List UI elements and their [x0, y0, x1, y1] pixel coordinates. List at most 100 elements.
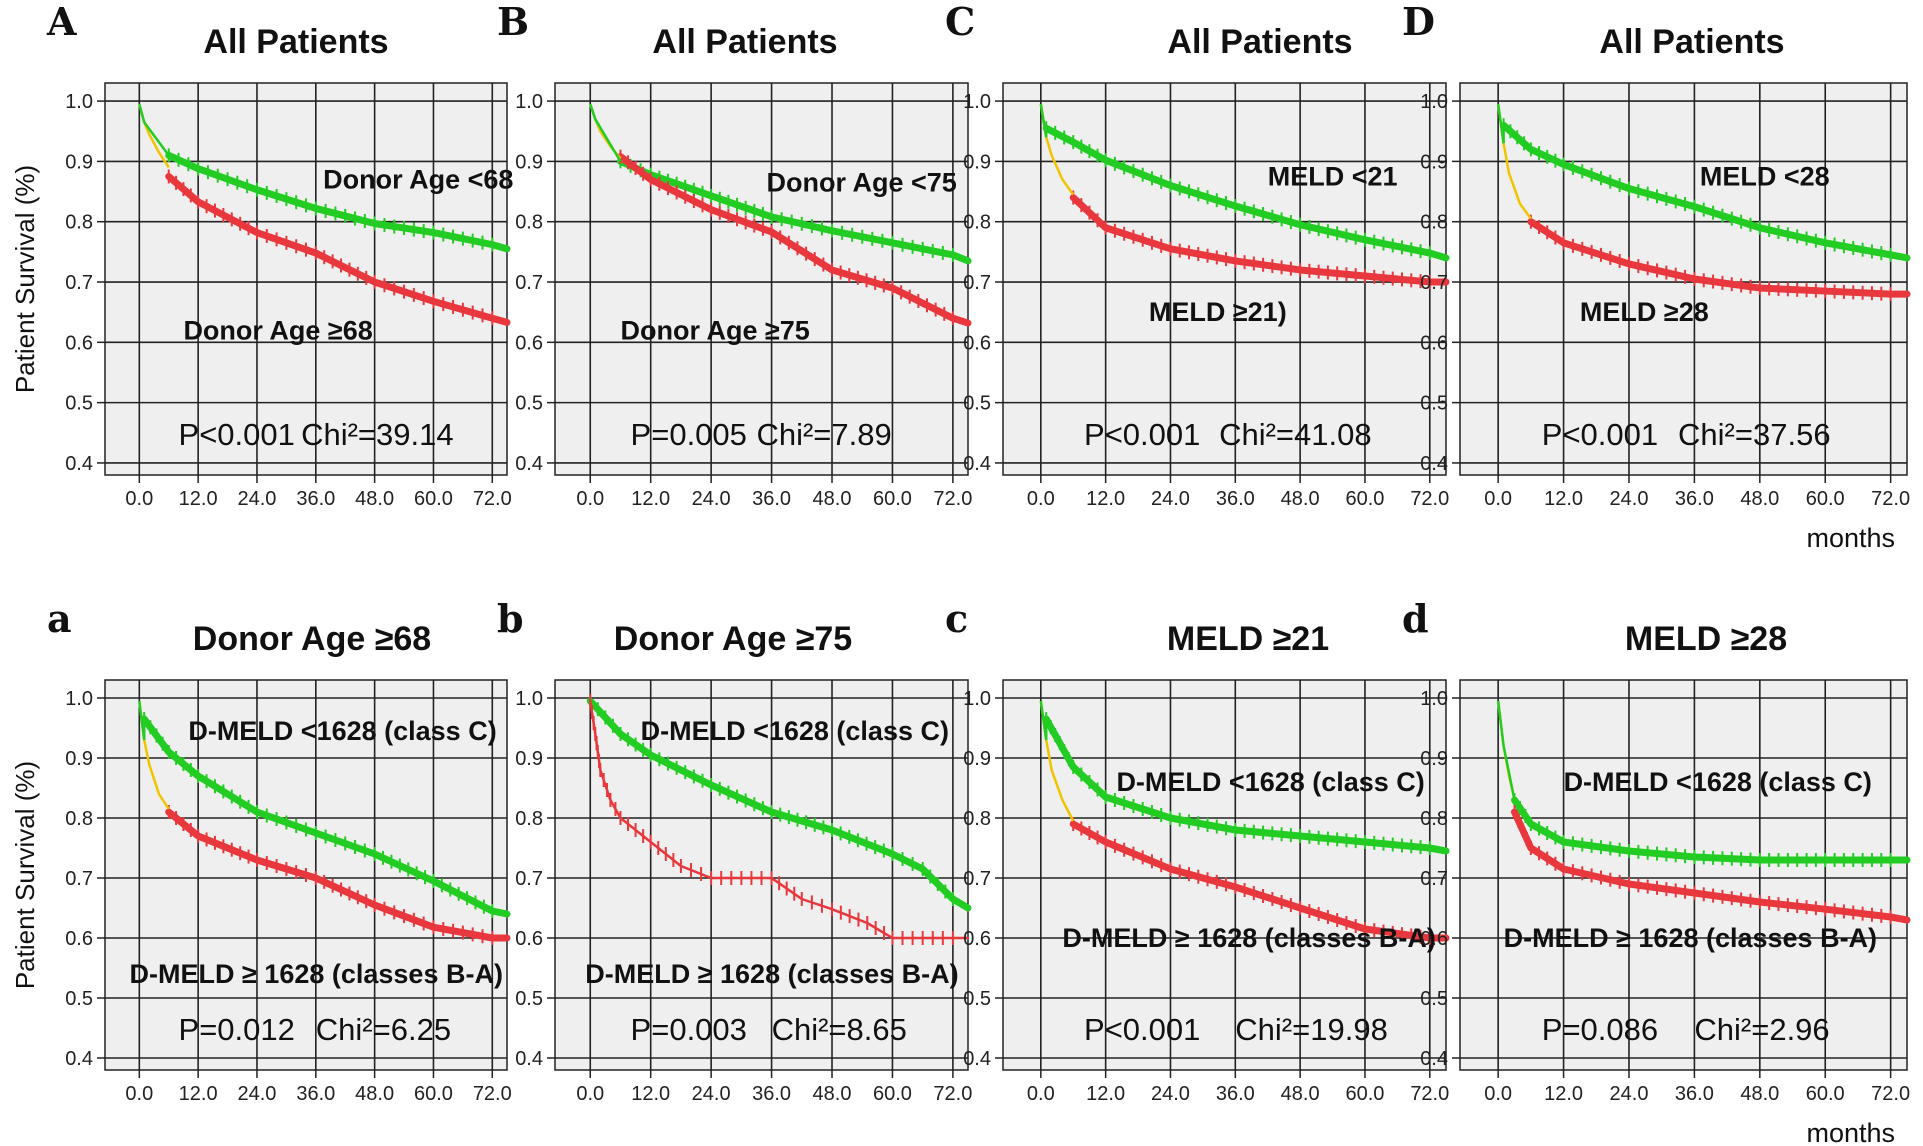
chi-square-text: Chi²=41.08	[1219, 417, 1372, 452]
x-tick-label: 24.0	[238, 488, 277, 510]
series-label: D-MELD <1628 (class C)	[1116, 767, 1424, 797]
series-line-early-green	[138, 700, 146, 741]
y-tick-label: 0.6	[963, 332, 991, 354]
y-tick-label: 0.5	[515, 393, 543, 415]
y-tick-label: 0.9	[963, 748, 991, 770]
y-tick-label: 0.7	[963, 272, 991, 294]
y-tick-label: 1.0	[963, 91, 991, 113]
x-tick-label: 36.0	[1675, 488, 1714, 510]
chi-square-text: Chi²=39.14	[301, 417, 454, 452]
y-tick-label: 0.9	[65, 151, 93, 173]
chart-title: All Patients	[1599, 23, 1784, 61]
y-tick-label: 0.8	[963, 808, 991, 830]
chart-panel-a: a Donor Age ≥68 0.0 12.0 24.0 36.0 48.0 60.0 72.…	[10, 596, 512, 1105]
x-tick-label: 36.0	[1675, 1083, 1714, 1105]
series-line-early-green	[1496, 700, 1516, 801]
y-tick-label: 0.5	[963, 988, 991, 1010]
x-tick-label: 24.0	[1610, 488, 1649, 510]
chart-title: All Patients	[1167, 23, 1352, 61]
series-label: D-MELD <1628 (class C)	[188, 716, 496, 746]
y-axis-label: Patient Survival (%)	[10, 761, 40, 989]
y-tick-label: 0.4	[65, 453, 93, 475]
x-tick-label: 36.0	[1216, 488, 1255, 510]
y-tick-label: 1.0	[1420, 91, 1448, 113]
chart-title: All Patients	[652, 23, 837, 61]
chart-title: All Patients	[203, 23, 388, 61]
series-line-early-green	[1039, 700, 1048, 741]
x-axis-unit-label: months	[1806, 1118, 1895, 1146]
x-tick-label: 0.0	[1027, 1083, 1055, 1105]
chi-square-text: Chi²=2.96	[1694, 1012, 1829, 1047]
panel-letter: b	[497, 596, 524, 641]
y-tick-label: 0.9	[963, 151, 991, 173]
series-label: D-MELD <1628 (class C)	[1564, 767, 1872, 797]
x-axis-unit-label: months	[1806, 523, 1895, 553]
plot-area	[104, 82, 508, 476]
x-tick-label: 12.0	[631, 1083, 670, 1105]
x-tick-label: 36.0	[1216, 1083, 1255, 1105]
y-tick-label: 0.7	[1420, 868, 1448, 890]
p-value-text: P=0.086	[1542, 1012, 1658, 1047]
chart-panel-C: C All Patients 0.0 12.0 24.0 36.0 48.0 60.0 72.0…	[945, 0, 1450, 510]
x-tick-label: 72.0	[473, 1083, 512, 1105]
y-tick-label: 0.9	[515, 151, 543, 173]
series-line-early-green	[138, 103, 170, 157]
plot-area	[1459, 679, 1908, 1071]
x-tick-label: 60.0	[414, 488, 453, 510]
y-tick-label: 0.9	[1420, 748, 1448, 770]
series-label: MELD ≥21)	[1149, 297, 1287, 327]
series-line-red	[616, 153, 972, 327]
panel-letter: C	[945, 0, 975, 44]
x-tick-label: 0.0	[576, 1083, 604, 1105]
series-label: D-MELD ≥ 1628 (classes B-A)	[130, 959, 503, 989]
x-tick-label: 0.0	[125, 1083, 153, 1105]
x-tick-label: 24.0	[238, 1083, 277, 1105]
p-value-text: P=0.012	[179, 1012, 295, 1047]
x-tick-label: 24.0	[1610, 1083, 1649, 1105]
y-tick-label: 0.5	[1420, 393, 1448, 415]
x-tick-label: 60.0	[873, 488, 912, 510]
x-tick-label: 48.0	[355, 488, 394, 510]
x-tick-label: 60.0	[1806, 488, 1845, 510]
y-tick-label: 0.5	[65, 393, 93, 415]
x-tick-label: 12.0	[179, 1083, 218, 1105]
x-tick-label: 48.0	[355, 1083, 394, 1105]
series-label: Donor Age <75	[767, 168, 957, 198]
y-tick-label: 0.6	[65, 332, 93, 354]
x-tick-label: 60.0	[873, 1083, 912, 1105]
y-tick-label: 0.8	[65, 808, 93, 830]
plot-area	[1002, 679, 1447, 1071]
p-value-text: P=0.005	[631, 417, 747, 452]
y-tick-label: 0.7	[963, 868, 991, 890]
chart-panel-B: B All Patients 0.0 12.0 24.0 36.0 48.0 60.0 72.0…	[497, 0, 972, 510]
x-tick-label: 48.0	[1281, 488, 1320, 510]
x-tick-label: 72.0	[1871, 1083, 1910, 1105]
x-tick-label: 72.0	[473, 488, 512, 510]
p-value-text: P<0.001	[179, 417, 295, 452]
chart-panel-b: b Donor Age ≥75 0.0 12.0 24.0 36.0 48.0 60.0 72.…	[497, 596, 972, 1105]
y-tick-label: 0.6	[65, 928, 93, 950]
y-tick-label: 1.0	[65, 688, 93, 710]
series-line-early-green	[1496, 103, 1505, 144]
chi-square-text: Chi²=7.89	[756, 417, 891, 452]
x-tick-label: 12.0	[631, 488, 670, 510]
y-tick-label: 1.0	[1420, 688, 1448, 710]
x-tick-label: 12.0	[179, 488, 218, 510]
y-tick-label: 0.7	[515, 868, 543, 890]
y-tick-label: 0.9	[65, 748, 93, 770]
series-label: MELD ≥28	[1580, 297, 1709, 327]
x-tick-label: 72.0	[1871, 488, 1910, 510]
y-tick-label: 0.8	[515, 808, 543, 830]
series-label: Donor Age ≥68	[183, 315, 372, 345]
y-tick-label: 0.4	[515, 1048, 543, 1070]
panel-letter: B	[497, 0, 529, 44]
x-tick-label: 48.0	[1281, 1083, 1320, 1105]
x-tick-label: 48.0	[1740, 488, 1779, 510]
p-value-text: P<0.001	[1084, 1012, 1200, 1047]
x-tick-label: 36.0	[752, 488, 791, 510]
chart-panel-c: c MELD ≥21 0.0 12.0 24.0 36.0 48.0 60.0 72.0 0.4 0…	[945, 596, 1450, 1105]
y-tick-label: 0.6	[515, 332, 543, 354]
chi-square-text: Chi²=19.98	[1235, 1012, 1388, 1047]
panel-letter: A	[46, 0, 77, 44]
